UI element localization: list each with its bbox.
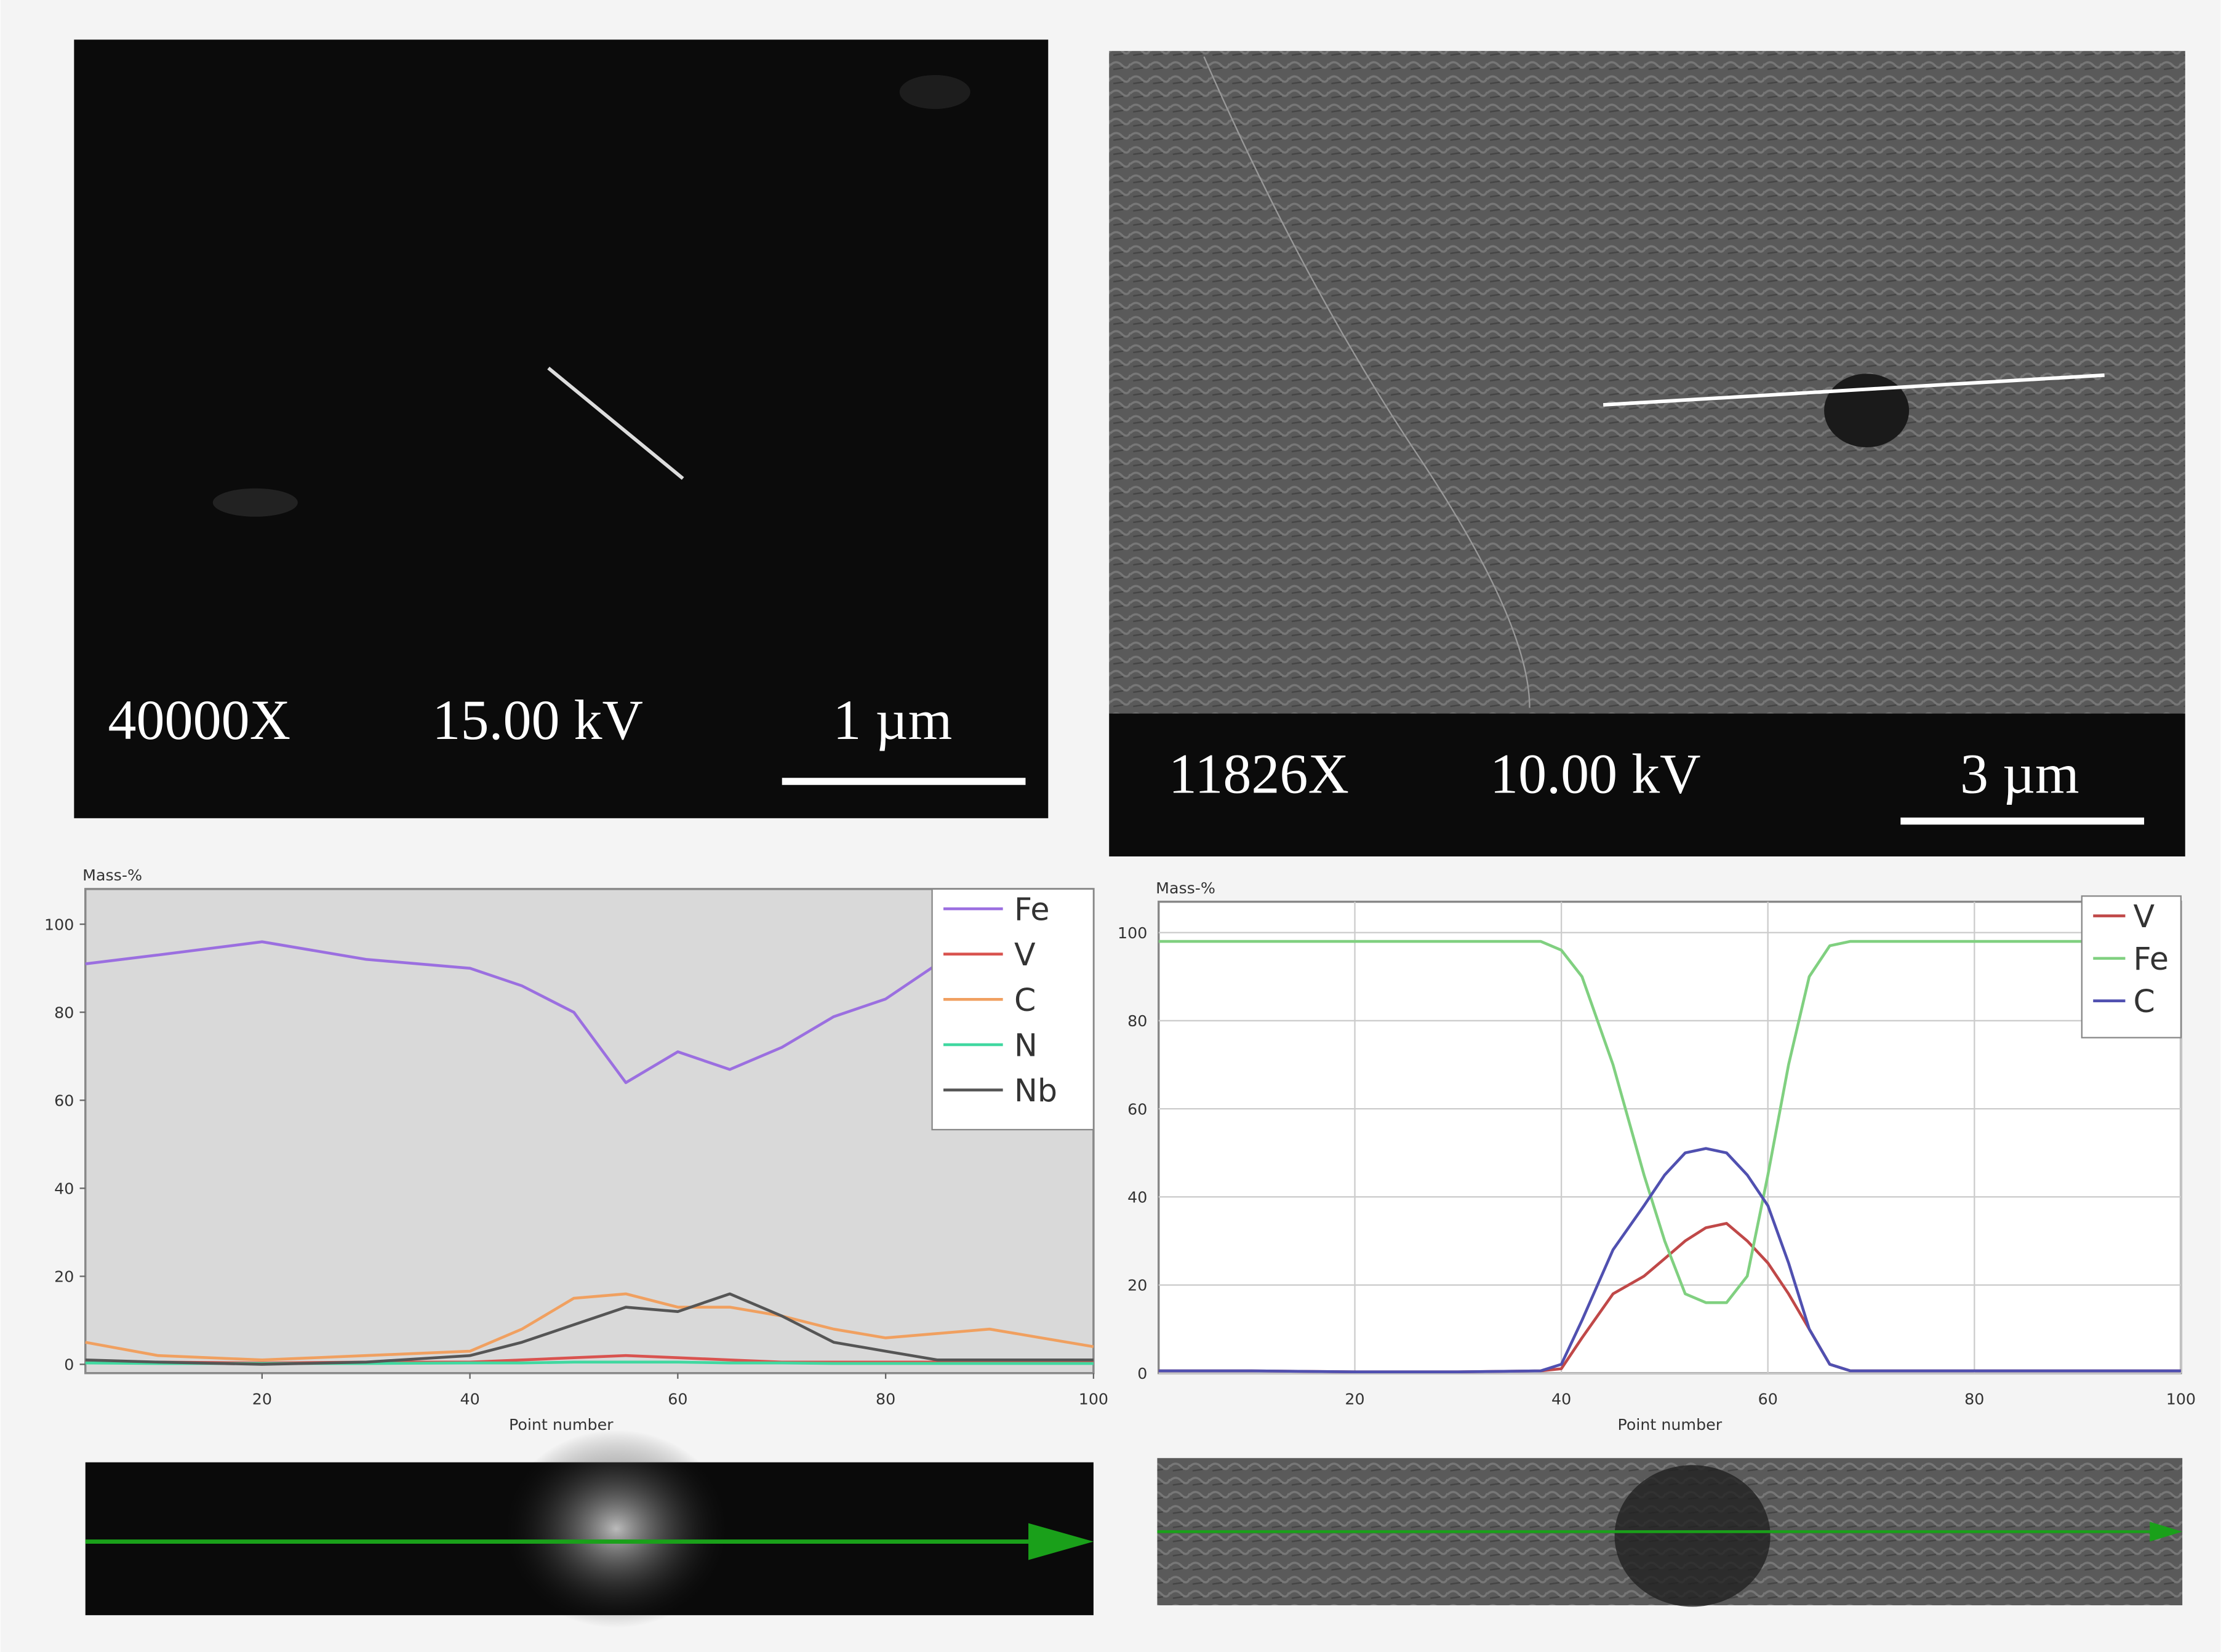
y-tick-label: 60 bbox=[54, 1091, 74, 1109]
legend-label: Fe bbox=[2134, 941, 2169, 977]
magnification: 40000X bbox=[108, 688, 291, 751]
legend-label: V bbox=[2134, 898, 2155, 935]
y-tick-label: 40 bbox=[1127, 1189, 1147, 1207]
x-tick-label: 80 bbox=[1964, 1390, 1984, 1408]
texture bbox=[899, 74, 970, 110]
plot-area bbox=[1158, 900, 2182, 1375]
x-tick-label: 100 bbox=[2166, 1390, 2196, 1408]
plot-area bbox=[84, 888, 1095, 1375]
x-tick-label: 80 bbox=[876, 1390, 895, 1408]
y-tick-label: 20 bbox=[54, 1268, 74, 1286]
x-tick-label: 20 bbox=[252, 1390, 272, 1408]
y-tick-label: 40 bbox=[54, 1180, 74, 1198]
legend-label: Fe bbox=[1014, 892, 1049, 928]
y-tick-label: 100 bbox=[44, 916, 74, 933]
scale-label: 1 µm bbox=[833, 688, 953, 751]
x-axis-label: Point number bbox=[509, 1416, 614, 1434]
legend-box bbox=[2081, 895, 2182, 1039]
y-axis-label: Mass-% bbox=[1156, 879, 1215, 897]
y-tick-label: 0 bbox=[64, 1356, 74, 1374]
y-tick-label: 80 bbox=[54, 1004, 74, 1021]
series-line bbox=[1158, 1147, 2181, 1373]
magnification: 11826X bbox=[1169, 742, 1349, 805]
x-tick-label: 40 bbox=[1551, 1390, 1571, 1408]
y-tick-label: 20 bbox=[1127, 1277, 1147, 1295]
y-tick-label: 60 bbox=[1127, 1100, 1147, 1118]
voltage: 10.00 kV bbox=[1490, 742, 1701, 805]
legend-label: C bbox=[1014, 982, 1036, 1018]
x-tick-label: 40 bbox=[460, 1390, 480, 1408]
y-axis-label: Mass-% bbox=[82, 866, 142, 884]
y-tick-label: 0 bbox=[1137, 1365, 1147, 1383]
x-tick-label: 60 bbox=[668, 1390, 687, 1408]
series-line bbox=[85, 940, 938, 1084]
x-tick-label: 20 bbox=[1345, 1390, 1364, 1408]
micrograph bbox=[74, 39, 1049, 818]
x-tick-label: 60 bbox=[1758, 1390, 1778, 1408]
arrow-head bbox=[2150, 1522, 2183, 1542]
x-tick-label: 100 bbox=[1079, 1390, 1108, 1408]
texture bbox=[503, 1429, 730, 1628]
series-line bbox=[85, 1292, 1094, 1366]
legend-label: Nb bbox=[1014, 1072, 1057, 1109]
y-tick-label: 100 bbox=[1118, 924, 1147, 942]
texture bbox=[1824, 373, 1910, 448]
legend-label: N bbox=[1014, 1027, 1038, 1063]
legend-label: C bbox=[2134, 983, 2155, 1020]
legend-box bbox=[931, 888, 1095, 1131]
series-line bbox=[85, 1292, 1094, 1362]
info-bar bbox=[1109, 713, 2185, 856]
arrow-head bbox=[1028, 1523, 1094, 1560]
texture bbox=[1614, 1465, 1771, 1607]
micrograph bbox=[1109, 50, 2185, 714]
x-axis-label: Point number bbox=[1618, 1416, 1723, 1434]
voltage: 15.00 kV bbox=[432, 688, 642, 751]
texture bbox=[1203, 56, 1531, 708]
scan-line bbox=[1603, 373, 2105, 407]
legend-label: V bbox=[1014, 936, 1036, 973]
y-tick-label: 80 bbox=[1127, 1012, 1147, 1030]
scale-label: 3 µm bbox=[1960, 742, 2079, 805]
texture bbox=[212, 488, 298, 517]
series-line bbox=[1158, 940, 2181, 1304]
scan-line bbox=[547, 366, 684, 480]
